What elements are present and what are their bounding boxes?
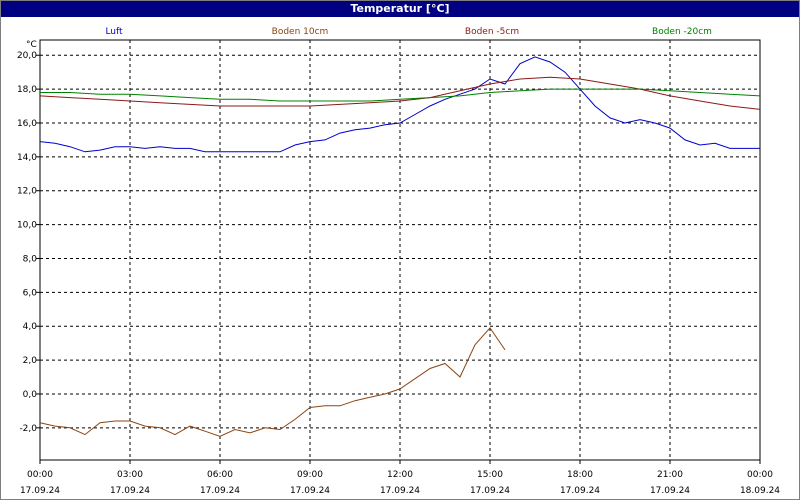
legend-entry: Boden -5cm bbox=[465, 27, 519, 37]
y-tick-label: 12,0 bbox=[17, 187, 37, 197]
legend-entry: Boden -20cm bbox=[652, 27, 712, 37]
x-tick-label-time: 15:00 bbox=[477, 470, 503, 480]
x-tick-label-date: 17.09.24 bbox=[470, 486, 510, 496]
x-tick-label-date: 17.09.24 bbox=[380, 486, 420, 496]
y-tick-label: 16,0 bbox=[17, 119, 37, 129]
chart-title: Temperatur [°C] bbox=[1, 1, 799, 17]
x-tick-label-time: 21:00 bbox=[657, 470, 683, 480]
y-tick-label: 0,0 bbox=[23, 390, 38, 400]
x-tick-label-time: 00:00 bbox=[27, 470, 53, 480]
y-tick-label: 20,0 bbox=[17, 51, 37, 61]
x-tick-label-time: 03:00 bbox=[117, 470, 143, 480]
x-tick-label-time: 06:00 bbox=[207, 470, 233, 480]
series-line bbox=[39, 56, 760, 153]
y-tick-label: 18,0 bbox=[17, 85, 37, 95]
x-tick-label-date: 17.09.24 bbox=[200, 486, 240, 496]
x-tick-label-time: 18:00 bbox=[567, 470, 593, 480]
x-tick-label-date: 17.09.24 bbox=[650, 486, 690, 496]
y-tick-label: 6,0 bbox=[23, 288, 38, 298]
x-tick-label-date: 17.09.24 bbox=[20, 486, 60, 496]
legend-entry: Boden 10cm bbox=[272, 27, 329, 37]
series-line bbox=[40, 88, 761, 102]
y-tick-label: 14,0 bbox=[17, 153, 37, 163]
x-tick-label-date: 18.09.24 bbox=[740, 486, 780, 496]
y-tick-label: 4,0 bbox=[23, 322, 38, 332]
y-tick-label: 8,0 bbox=[23, 254, 38, 264]
y-tick-label: -2,0 bbox=[19, 424, 37, 434]
y-tick-label: 10,0 bbox=[17, 221, 37, 231]
x-tick-label-time: 09:00 bbox=[297, 470, 323, 480]
x-tick-label-time: 12:00 bbox=[387, 470, 413, 480]
y-axis-label: °C bbox=[26, 40, 37, 50]
series-line bbox=[39, 327, 506, 437]
x-tick-label-date: 17.09.24 bbox=[290, 486, 330, 496]
legend-entry: Luft bbox=[105, 27, 123, 37]
x-tick-label-time: 00:00 bbox=[747, 470, 773, 480]
x-tick-label-date: 17.09.24 bbox=[110, 486, 150, 496]
x-tick-label-date: 17.09.24 bbox=[560, 486, 600, 496]
y-tick-label: 2,0 bbox=[23, 356, 38, 366]
